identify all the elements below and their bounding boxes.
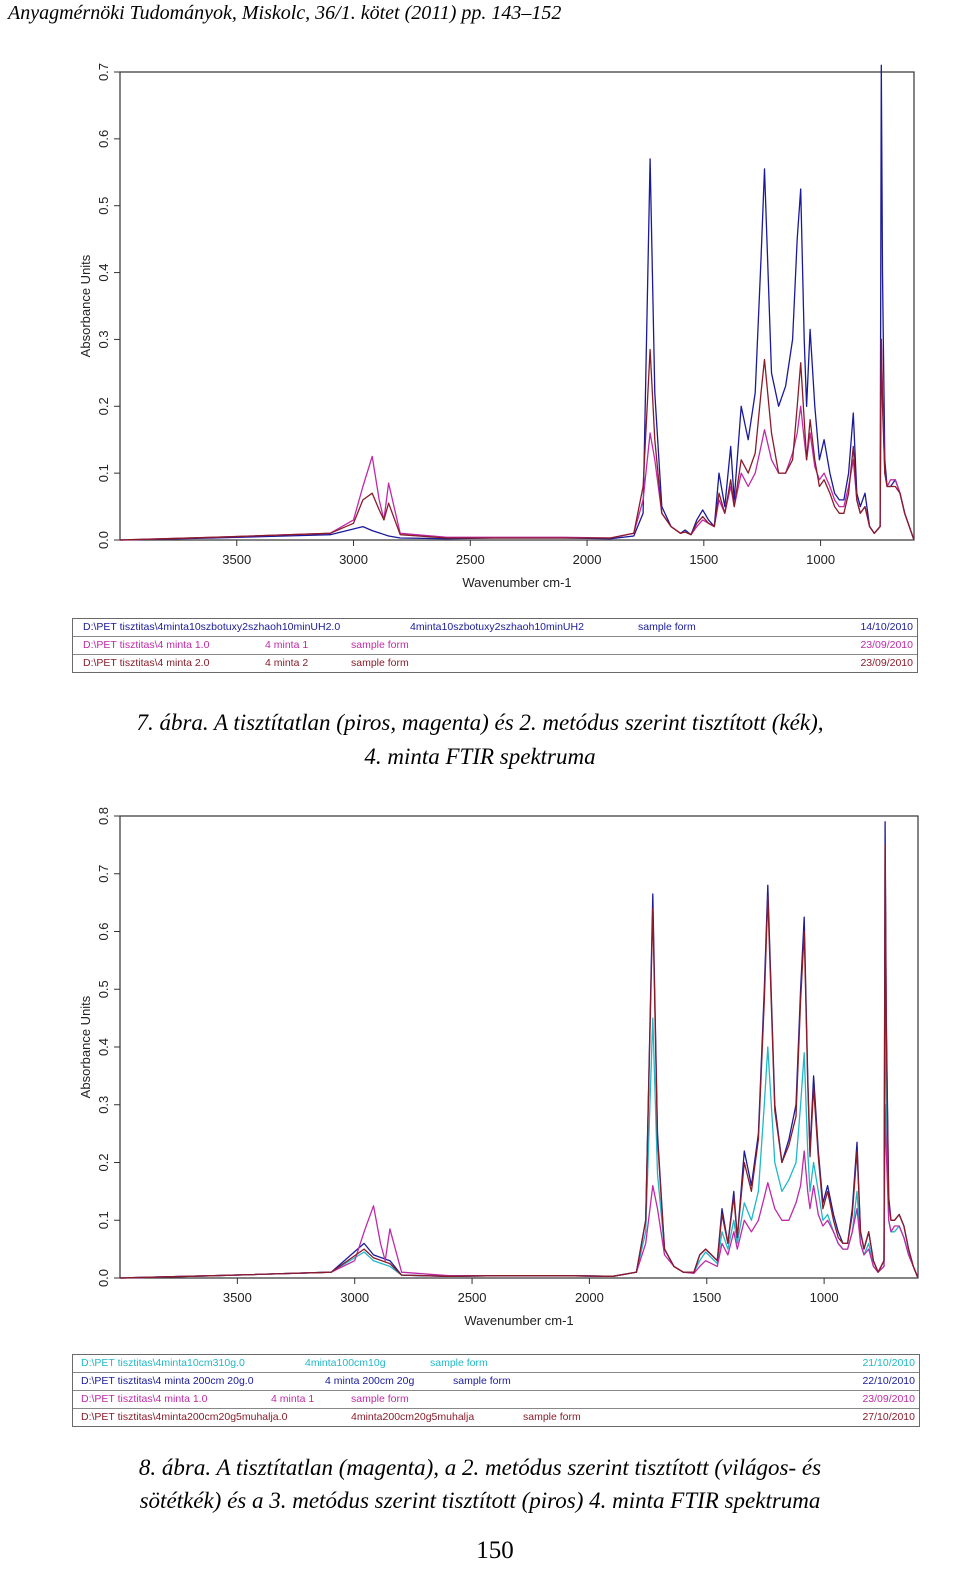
running-header: Anyagmérnöki Tudományok, Miskolc, 36/1. … <box>8 2 562 24</box>
x-axis-label: Wavenumber cm-1 <box>464 1313 573 1328</box>
y-tick-label: 0.1 <box>96 1211 111 1229</box>
figure8-caption-line2: sötétkék) és a 3. metódus szerint tisztí… <box>139 1488 821 1513</box>
series-line <box>119 338 915 541</box>
figure7-legend: D:\PET tisztitas\4minta10szbotuxy2szhaoh… <box>72 618 918 673</box>
legend-form: sample form <box>430 1357 488 1369</box>
legend-date: 22/10/2010 <box>862 1375 915 1387</box>
x-tick-label: 1500 <box>689 552 718 567</box>
legend-form: sample form <box>351 657 409 669</box>
legend-path: D:\PET tisztitas\4 minta 2.0 <box>83 657 210 669</box>
y-tick-label: 0.3 <box>96 1096 111 1114</box>
figure7-chart: 0.0 0.1 0.2 0.3 0.4 0.5 0.6 0.7 3500 3000 2500 2000… <box>0 60 960 600</box>
y-tick-label: 0.1 <box>96 464 111 482</box>
legend-name: 4 minta 1 <box>271 1393 315 1405</box>
y-tick-label: 0.2 <box>96 397 111 415</box>
y-tick-label: 0.5 <box>96 980 111 998</box>
legend-form: sample form <box>453 1375 511 1387</box>
x-tick-label: 1500 <box>692 1290 721 1305</box>
x-axis-label: Wavenumber cm-1 <box>462 575 571 590</box>
figure7-caption-line2: 4. minta FTIR spektruma <box>364 744 596 769</box>
plot-frame <box>119 815 919 1279</box>
y-tick-label: 0.7 <box>96 865 111 883</box>
legend-row: D:\PET tisztitas\4 minta 1.0 4 minta 1 s… <box>73 637 917 655</box>
x-tick-label: 2500 <box>458 1290 487 1305</box>
legend-form: sample form <box>351 1393 409 1405</box>
y-tick-label: 0.6 <box>96 922 111 940</box>
legend-path: D:\PET tisztitas\4 minta 1.0 <box>83 639 210 651</box>
legend-name: 4minta200cm20g5muhalja <box>351 1411 475 1423</box>
x-tick-label: 2000 <box>573 552 602 567</box>
legend-row: D:\PET tisztitas\4minta10cm310g.0 4minta… <box>73 1355 919 1373</box>
legend-name: 4 minta 2 <box>265 657 309 669</box>
legend-name: 4 minta 200cm 20g <box>325 1375 415 1387</box>
x-tick-label: 1000 <box>810 1290 839 1305</box>
legend-row: D:\PET tisztitas\4 minta 1.0 4 minta 1 s… <box>73 1391 919 1409</box>
y-axis-label: Absorbance Units <box>78 254 93 357</box>
y-tick-label: 0.0 <box>96 531 111 549</box>
legend-date: 23/09/2010 <box>860 657 913 669</box>
legend-date: 14/10/2010 <box>860 621 913 633</box>
legend-name: 4minta100cm10g <box>305 1357 386 1369</box>
x-tick-label: 2000 <box>575 1290 604 1305</box>
figure8-chart: 0.0 0.1 0.2 0.3 0.4 0.5 0.6 0.7 0.8 3500 3000 2500 2… <box>0 800 960 1340</box>
legend-row: D:\PET tisztitas\4minta10szbotuxy2szhaoh… <box>73 619 917 637</box>
legend-path: D:\PET tisztitas\4 minta 200cm 20g.0 <box>81 1375 254 1387</box>
legend-date: 27/10/2010 <box>862 1411 915 1423</box>
legend-path: D:\PET tisztitas\4minta10szbotuxy2szhaoh… <box>83 621 341 633</box>
series-line <box>119 844 919 1279</box>
y-tick-label: 0.0 <box>96 1269 111 1287</box>
figure8-caption-line1: 8. ábra. A tisztítatlan (magenta), a 2. … <box>138 1455 822 1480</box>
figure8-chart-svg: 0.0 0.1 0.2 0.3 0.4 0.5 0.6 0.7 0.8 3500 3000 2500 2… <box>78 807 919 1328</box>
legend-name: 4minta10szbotuxy2szhaoh10minUH2 <box>410 621 584 633</box>
x-tick-label: 3000 <box>340 1290 369 1305</box>
legend-date: 23/09/2010 <box>860 639 913 651</box>
legend-row: D:\PET tisztitas\4minta200cm20g5muhalja.… <box>73 1409 919 1426</box>
x-tick-label: 3000 <box>339 552 368 567</box>
x-tick-label: 3500 <box>222 552 251 567</box>
y-axis-label: Absorbance Units <box>78 995 93 1098</box>
legend-path: D:\PET tisztitas\4minta10cm310g.0 <box>81 1357 245 1369</box>
legend-form: sample form <box>351 639 409 651</box>
y-tick-label: 0.4 <box>96 1038 111 1056</box>
legend-name: 4 minta 1 <box>265 639 309 651</box>
legend-date: 23/09/2010 <box>862 1393 915 1405</box>
legend-path: D:\PET tisztitas\4 minta 1.0 <box>81 1393 208 1405</box>
legend-row: D:\PET tisztitas\4 minta 2.0 4 minta 2 s… <box>73 655 917 672</box>
figure7-caption-line1: 7. ábra. A tisztítatlan (piros, magenta)… <box>136 710 824 735</box>
y-tick-label: 0.2 <box>96 1153 111 1171</box>
x-tick-label: 1000 <box>806 552 835 567</box>
legend-form: sample form <box>638 621 696 633</box>
y-tick-label: 0.4 <box>96 264 111 282</box>
legend-form: sample form <box>523 1411 581 1423</box>
y-tick-label: 0.7 <box>96 63 111 81</box>
legend-date: 21/10/2010 <box>862 1357 915 1369</box>
plot-frame <box>119 71 915 541</box>
y-tick-label: 0.3 <box>96 330 111 348</box>
y-tick-label: 0.5 <box>96 197 111 215</box>
x-tick-label: 2500 <box>456 552 485 567</box>
x-tick-label: 3500 <box>223 1290 252 1305</box>
figure7-chart-svg: 0.0 0.1 0.2 0.3 0.4 0.5 0.6 0.7 3500 3000 2500 2000… <box>78 63 915 590</box>
page-number: 150 <box>476 1537 514 1564</box>
legend-row: D:\PET tisztitas\4 minta 200cm 20g.0 4 m… <box>73 1373 919 1391</box>
legend-path: D:\PET tisztitas\4minta200cm20g5muhalja.… <box>81 1411 288 1423</box>
y-tick-label: 0.6 <box>96 130 111 148</box>
figure8-legend: D:\PET tisztitas\4minta10cm310g.0 4minta… <box>72 1354 920 1427</box>
y-tick-label: 0.8 <box>96 807 111 825</box>
